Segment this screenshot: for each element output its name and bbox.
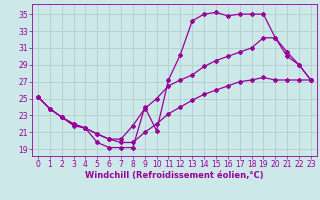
X-axis label: Windchill (Refroidissement éolien,°C): Windchill (Refroidissement éolien,°C) (85, 171, 264, 180)
